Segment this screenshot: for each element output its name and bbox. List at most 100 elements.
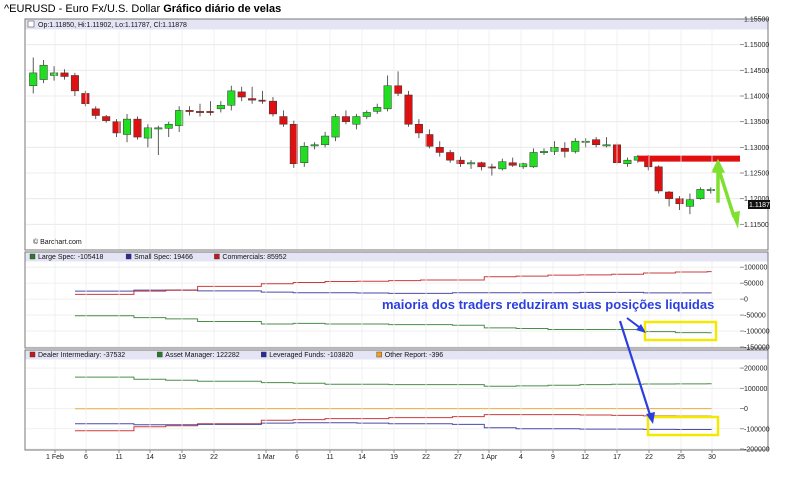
candle <box>519 162 528 169</box>
candle-body <box>154 127 163 130</box>
price-y-tick-label: 1.15000 <box>744 42 769 49</box>
x-tick-label: 9 <box>551 454 555 461</box>
candle <box>268 97 277 117</box>
y-tick-label: -150000 <box>744 345 770 352</box>
candle-body <box>195 111 205 113</box>
candle-body <box>133 118 142 138</box>
candle-body <box>404 94 413 125</box>
candle-body <box>435 147 444 153</box>
candle <box>550 141 559 156</box>
candle-body <box>571 140 580 152</box>
legend-label: Small Spec: 19466 <box>134 254 193 261</box>
legend-swatch <box>29 253 36 260</box>
candle <box>362 110 371 120</box>
candle-body <box>185 110 194 112</box>
candle-body <box>279 116 288 125</box>
candle <box>435 141 444 157</box>
candle-body <box>602 144 611 147</box>
candle <box>185 106 194 116</box>
x-tick-label: 6 <box>295 454 299 461</box>
candle-body <box>258 99 267 102</box>
cot-series-line <box>75 414 712 432</box>
candle-body <box>143 127 152 139</box>
y-tick-label: -100000 <box>744 329 770 336</box>
price-y-tick-label: 1.11500 <box>744 222 769 229</box>
annotation-arrow-long <box>618 320 655 424</box>
candle <box>39 60 48 84</box>
x-tick-label: 22 <box>210 454 218 461</box>
candle <box>404 90 413 127</box>
candle-body <box>581 140 590 143</box>
candle-body <box>592 139 601 146</box>
ohlc-readout: Op:1.11850, Hi:1.11902, Lo:1.11787, Cl:1… <box>38 22 187 29</box>
candle <box>321 131 330 148</box>
candle <box>539 148 549 156</box>
candle <box>706 187 715 194</box>
legend-swatch <box>157 351 163 358</box>
candle-body <box>91 108 100 116</box>
x-tick-label: 12 <box>581 454 589 461</box>
candle-body <box>112 121 121 134</box>
y-tick-label: -100000 <box>744 426 770 433</box>
candle-body <box>268 100 277 115</box>
candle-body <box>383 85 392 110</box>
x-tick-label: 30 <box>708 454 716 461</box>
candle-body <box>414 123 423 134</box>
candle-body <box>446 152 455 161</box>
candle <box>654 165 663 194</box>
legend-swatch <box>376 351 382 358</box>
legend-label: Other Report: -396 <box>385 352 443 359</box>
candle <box>227 85 236 111</box>
candle-body <box>102 116 111 121</box>
candle <box>560 142 569 158</box>
annotation-arrow-short <box>626 317 646 333</box>
candle <box>685 193 694 215</box>
candle-body <box>352 116 361 125</box>
candle-body <box>331 116 340 138</box>
candle-body <box>341 116 350 122</box>
x-tick-label: 4 <box>519 454 523 461</box>
candle <box>143 124 152 148</box>
price-y-tick-label: 1.12000 <box>744 196 769 203</box>
y-tick-label: 200000 <box>744 366 767 373</box>
candle <box>602 137 611 148</box>
candle <box>91 106 100 120</box>
candle <box>248 86 257 104</box>
last-price-tag <box>748 200 770 209</box>
cot-panel-1-legend: Large Spec: -105418 Small Spec: 19466 Comm… <box>29 253 287 261</box>
candle <box>508 157 517 167</box>
price-y-tick-label: 1.13000 <box>744 145 769 152</box>
candle-body <box>550 147 559 152</box>
symbol-title: ^EURUSD - Euro Fx/U.S. Dollar <box>4 3 161 15</box>
cot-panel-2-legend: Dealer Intermediary: -37532 Asset Manager… <box>29 351 443 359</box>
candle-body <box>519 163 528 168</box>
highlight-box-panel-1 <box>643 320 718 342</box>
candle-body <box>248 98 257 101</box>
x-tick-label: 14 <box>146 454 154 461</box>
date-axis: 1 Feb 6 11 14 19 22 1 Mar 6 11 14 19 22 27 1 Apr 4 9 12 1… <box>25 30 768 461</box>
x-tick-label: 14 <box>358 454 366 461</box>
candle-body <box>696 189 705 199</box>
legend-label: Dealer Intermediary: -37532 <box>38 352 125 359</box>
y-tick-label: 50000 <box>744 281 764 288</box>
candle-body <box>321 135 330 146</box>
candle <box>446 149 455 163</box>
candle <box>467 160 476 169</box>
candle <box>164 121 173 138</box>
x-tick-label: 25 <box>677 454 685 461</box>
candle-body <box>477 162 486 168</box>
cot-panel-1-y-axis: 100000 50000 0 -50000 -100000 -150000 <box>740 265 770 352</box>
candle <box>279 110 288 127</box>
candle <box>237 86 246 102</box>
price-gridlines <box>26 44 740 225</box>
candle <box>487 163 496 176</box>
x-tick-label: 19 <box>390 454 398 461</box>
x-tick-label: 1 Feb <box>46 454 64 461</box>
candle-body <box>39 64 48 80</box>
candle-body <box>362 112 371 117</box>
candle-body <box>685 199 694 207</box>
chart-subtitle: Gráfico diário de velas <box>163 3 282 15</box>
x-tick-label: 11 <box>115 454 122 461</box>
candle <box>60 69 69 80</box>
candle <box>175 106 184 132</box>
